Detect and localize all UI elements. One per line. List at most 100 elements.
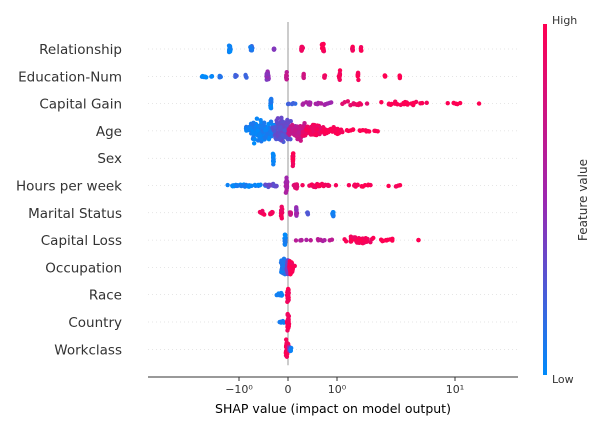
data-point bbox=[304, 100, 309, 105]
data-point bbox=[304, 237, 309, 243]
data-point bbox=[281, 266, 286, 271]
data-point bbox=[339, 129, 344, 135]
data-point bbox=[243, 74, 249, 79]
data-point bbox=[285, 317, 291, 322]
data-point bbox=[445, 100, 450, 106]
x-tick-label: 10⁰ bbox=[328, 383, 347, 396]
data-point bbox=[203, 74, 208, 79]
data-point bbox=[333, 126, 338, 132]
data-point bbox=[252, 136, 257, 142]
data-point bbox=[247, 125, 253, 131]
data-point bbox=[298, 138, 303, 143]
data-point bbox=[343, 239, 349, 244]
data-point bbox=[354, 102, 360, 107]
data-point bbox=[375, 129, 380, 134]
data-point bbox=[279, 208, 284, 213]
data-point bbox=[279, 293, 284, 298]
x-tick-label: 0 bbox=[285, 383, 292, 396]
data-point bbox=[262, 120, 267, 125]
data-point bbox=[284, 77, 289, 82]
feature-points bbox=[199, 68, 403, 83]
data-point bbox=[350, 127, 356, 132]
data-point bbox=[310, 126, 315, 132]
data-point bbox=[250, 131, 255, 136]
feature-label: Race bbox=[89, 288, 122, 304]
data-point bbox=[265, 131, 270, 136]
data-point bbox=[356, 77, 361, 83]
data-point bbox=[358, 45, 364, 50]
data-point bbox=[257, 132, 262, 137]
data-point bbox=[350, 47, 355, 52]
data-point bbox=[316, 182, 321, 188]
data-point bbox=[346, 128, 351, 134]
data-point bbox=[255, 128, 260, 133]
feature-points bbox=[225, 175, 403, 195]
data-point bbox=[286, 290, 291, 295]
feature-points bbox=[277, 311, 292, 333]
data-point bbox=[234, 183, 240, 189]
data-point bbox=[294, 212, 299, 217]
data-point bbox=[271, 47, 277, 52]
data-point bbox=[209, 74, 215, 79]
data-point bbox=[342, 100, 347, 105]
data-point bbox=[321, 126, 327, 131]
data-point bbox=[346, 182, 352, 188]
colorbar-high-label: High bbox=[552, 14, 577, 27]
data-point bbox=[296, 130, 301, 135]
data-point bbox=[279, 115, 284, 121]
data-point bbox=[318, 237, 323, 243]
data-point bbox=[269, 97, 274, 103]
data-point bbox=[259, 124, 264, 129]
data-point bbox=[266, 137, 272, 142]
feature-label: Age bbox=[96, 124, 122, 140]
data-point bbox=[294, 207, 299, 213]
data-point bbox=[308, 238, 313, 243]
data-point bbox=[322, 130, 327, 135]
data-point bbox=[277, 136, 283, 141]
data-point bbox=[322, 74, 327, 80]
data-point bbox=[249, 122, 254, 127]
x-axis-title: SHAP value (impact on model output) bbox=[215, 401, 451, 416]
data-point bbox=[267, 183, 273, 188]
data-point bbox=[366, 182, 371, 187]
data-point bbox=[244, 127, 249, 133]
data-point bbox=[272, 125, 277, 130]
data-point bbox=[269, 133, 274, 138]
feature-points bbox=[278, 256, 297, 277]
data-point bbox=[311, 184, 316, 189]
x-tick-label: −10⁰ bbox=[225, 383, 253, 396]
data-point bbox=[239, 183, 244, 189]
data-point bbox=[260, 208, 265, 214]
data-point bbox=[226, 43, 232, 48]
data-point bbox=[382, 74, 388, 79]
data-point bbox=[290, 163, 296, 169]
x-tick-label: 10¹ bbox=[446, 383, 464, 396]
data-point bbox=[404, 101, 409, 106]
data-point bbox=[424, 100, 429, 105]
data-point bbox=[337, 73, 342, 78]
feature-points bbox=[257, 204, 336, 221]
data-point bbox=[299, 45, 304, 51]
data-point bbox=[271, 162, 276, 167]
feature-points bbox=[282, 232, 421, 247]
data-point bbox=[368, 239, 373, 245]
data-point bbox=[279, 204, 284, 209]
data-point bbox=[313, 132, 318, 138]
feature-label: Workclass bbox=[54, 342, 122, 358]
data-point bbox=[278, 125, 283, 130]
feature-label: Sex bbox=[97, 151, 122, 167]
data-point bbox=[268, 104, 274, 110]
data-point bbox=[379, 100, 384, 105]
feature-label: Marital Status bbox=[28, 206, 122, 222]
data-point bbox=[381, 238, 386, 243]
data-point bbox=[264, 72, 270, 77]
data-point bbox=[217, 75, 222, 80]
data-point bbox=[351, 235, 357, 240]
feature-points bbox=[243, 115, 380, 146]
data-point bbox=[333, 183, 339, 188]
feature-points bbox=[268, 96, 482, 111]
data-point bbox=[319, 181, 325, 187]
data-point bbox=[225, 182, 230, 188]
data-point bbox=[351, 101, 356, 106]
